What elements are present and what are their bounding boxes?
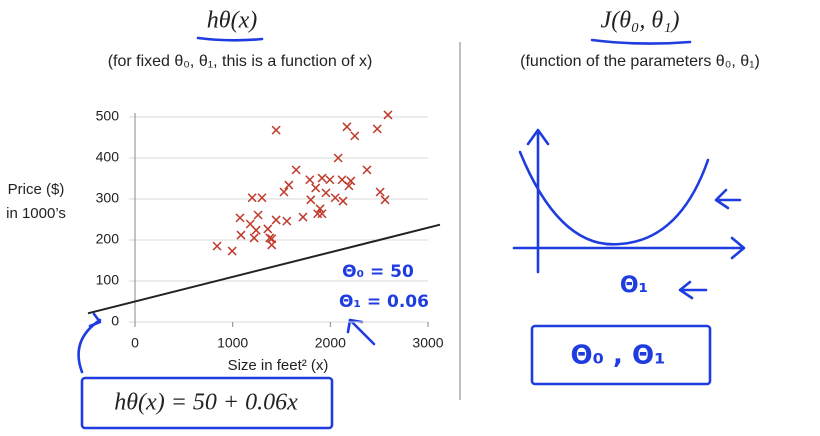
point (325, 175, 335, 185)
left-title: hθ(x) (207, 8, 257, 34)
underline (196, 36, 264, 42)
theta0-note: Θ₀ = 50 (342, 262, 414, 282)
point (235, 213, 245, 223)
right-subtitle: (function of the parameters θ₀, θ₁) (520, 53, 760, 70)
theta1-axis: Θ₁ (620, 273, 648, 298)
point (291, 165, 301, 175)
formula: hθ(x) = 50 + 0.06x (114, 390, 298, 416)
y-tick-label: 400 (96, 149, 120, 165)
cost-sketch (512, 128, 746, 300)
hypothesis-line (87, 223, 441, 315)
point (265, 233, 275, 243)
arrow (346, 318, 376, 346)
point (282, 216, 292, 226)
point (298, 212, 308, 222)
y-tick-label: 100 (96, 272, 120, 288)
point (372, 124, 382, 134)
point (251, 225, 261, 235)
point (284, 180, 294, 190)
x-tick-label: 3000 (412, 335, 443, 351)
point (311, 183, 321, 193)
y-tick-label: 500 (96, 108, 120, 124)
point (338, 196, 348, 206)
point (317, 173, 327, 183)
arrow (77, 312, 102, 374)
y-label: in 1000’s (6, 205, 66, 222)
point (315, 204, 325, 214)
point (317, 209, 327, 219)
point (236, 230, 246, 240)
formula-box (80, 376, 334, 430)
y-label: Price ($) (8, 181, 65, 198)
point (321, 188, 331, 198)
point (362, 165, 372, 175)
point (383, 110, 393, 120)
point (380, 195, 390, 205)
point (375, 187, 385, 197)
point (271, 215, 281, 225)
point (263, 224, 273, 234)
point (344, 181, 354, 191)
x-tick-label: 2000 (315, 335, 346, 351)
left-subtitle: (for fixed θ₀, θ₁, this is a function of… (108, 53, 373, 70)
point (267, 234, 277, 244)
underline (590, 38, 692, 45)
x-label: Size in feet² (x) (228, 357, 329, 374)
theta1-note: Θ₁ = 0.06 (339, 292, 429, 312)
param-label: Θ₀ , Θ₁ (571, 341, 666, 371)
point (247, 193, 257, 203)
y-tick-label: 0 (111, 313, 119, 329)
point (330, 193, 340, 203)
point (279, 187, 289, 197)
point (249, 233, 259, 243)
x-tick-label: 0 (131, 335, 139, 351)
point (306, 195, 316, 205)
point (333, 153, 343, 163)
point (342, 122, 352, 132)
point (212, 241, 222, 251)
point (350, 131, 360, 141)
y-tick-label: 300 (96, 190, 120, 206)
param-box (530, 324, 712, 386)
point (305, 175, 315, 185)
x-tick-label: 1000 (217, 335, 248, 351)
y-tick-label: 200 (96, 231, 120, 247)
point (253, 210, 263, 220)
point (346, 176, 356, 186)
point (257, 193, 267, 203)
point (227, 246, 237, 256)
right-title: J(θ₀, θ₁) (601, 8, 680, 34)
point (271, 125, 281, 135)
